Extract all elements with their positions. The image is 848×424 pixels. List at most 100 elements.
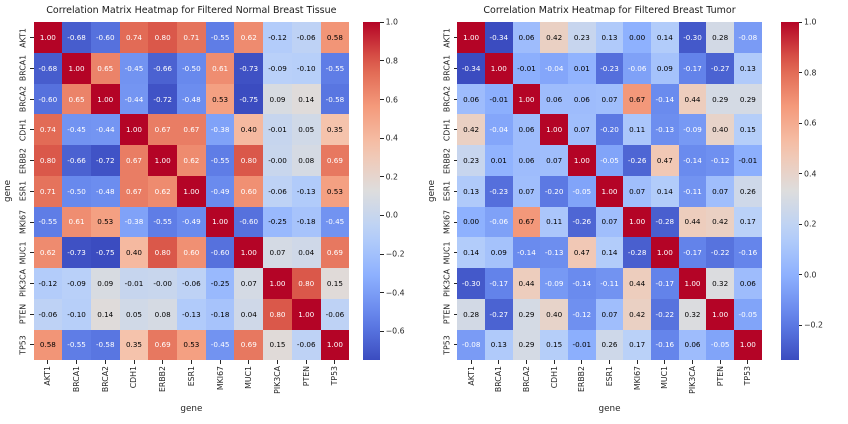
heatmap-cell: -0.38	[205, 114, 235, 146]
y-tick-label: PIK3CA	[18, 269, 28, 298]
heatmap-cell: -0.00	[263, 145, 292, 176]
y-tick-label: TP53	[442, 335, 452, 355]
heatmap-cell: -0.13	[291, 175, 321, 207]
heatmap-cell: -0.06	[263, 175, 292, 207]
heatmap-cell: 0.71	[177, 22, 206, 54]
heatmap-cell: -0.11	[678, 175, 707, 207]
colorbar-tick-mark	[380, 99, 384, 100]
heatmap-cell: 0.32	[678, 298, 707, 330]
colorbar-tick-label: −0.6	[385, 326, 405, 336]
heatmap-cell: 0.42	[457, 114, 485, 146]
heatmap-cell: -0.75	[234, 83, 264, 115]
heatmap-cell: 0.47	[567, 237, 596, 269]
heatmap-cell: 1.00	[62, 53, 91, 84]
heatmap-cell: 0.23	[567, 22, 596, 54]
heatmap-cell: 0.14	[651, 175, 679, 207]
heatmap-cell: 1.00	[205, 206, 235, 238]
heatmap-cell: -0.05	[595, 145, 624, 176]
heatmap-cell: 0.42	[623, 298, 651, 330]
heatmap-cell: 0.29	[734, 83, 762, 115]
heatmap-cell: -0.38	[119, 206, 149, 238]
heatmap-cell: 0.26	[595, 329, 624, 361]
colorbar-tick-label: 1.0	[385, 17, 398, 27]
heatmap-cell: -0.06	[33, 298, 63, 330]
y-tick-mark	[30, 190, 34, 192]
x-tick-label: PIK3CA	[688, 366, 698, 395]
heatmap-grid: 1.00 -0.68 -0.60 0.74 0.80 0.71 -0.55 0.62 -0.12…	[33, 22, 350, 361]
heatmap-cell: 0.80	[148, 22, 178, 54]
heatmap-cell: -0.12	[567, 298, 596, 330]
heatmap-cell: -0.28	[623, 237, 651, 269]
heatmap-cell: 0.58	[33, 329, 63, 361]
heatmap-cell: 0.23	[457, 145, 485, 176]
x-tick-label: PTEN	[301, 366, 311, 387]
heatmap-cell: 0.69	[320, 237, 350, 269]
x-axis-label: gene	[598, 403, 621, 414]
y-tick-mark	[30, 313, 34, 315]
x-tick-label: AKT1	[43, 366, 53, 386]
x-tick-mark	[133, 360, 135, 364]
x-tick-mark	[747, 360, 749, 364]
colorbar-tick-mark	[798, 21, 802, 23]
heatmap-cell: 1.00	[540, 114, 568, 146]
heatmap-cell: 0.13	[734, 53, 762, 84]
x-tick-label: ESR1	[605, 366, 614, 387]
colorbar-tick-label: 0.2	[804, 219, 817, 229]
colorbar-tick-label: −0.2	[804, 320, 823, 330]
heatmap-cell: -0.20	[540, 175, 568, 207]
y-tick-mark	[30, 344, 34, 346]
y-axis-label: gene	[2, 180, 13, 203]
colorbar-tick-mark	[798, 122, 802, 124]
heatmap-cell: -0.00	[148, 268, 178, 299]
heatmap-cell: 1.00	[320, 329, 350, 361]
y-tick-label: ESR1	[18, 181, 28, 202]
heatmap-cell: -0.06	[623, 53, 651, 84]
x-tick-mark	[719, 360, 721, 364]
heatmap-cell: -0.55	[205, 145, 235, 176]
heatmap-cell: -0.72	[90, 145, 120, 176]
y-tick-label: BRCA2	[442, 86, 452, 113]
colorbar-tick-label: 0.4	[385, 133, 398, 143]
heatmap-cell: 0.80	[291, 268, 321, 299]
heatmap-cell: 0.65	[62, 83, 91, 115]
colorbar-tick-label: 0.4	[804, 169, 817, 179]
colorbar-tick-label: 0.0	[804, 270, 817, 280]
heatmap-cell: 0.62	[234, 22, 264, 54]
heatmap-cell: 0.74	[33, 114, 63, 146]
heatmap-cell: -0.18	[291, 206, 321, 238]
heatmap-cell: -0.45	[320, 206, 350, 238]
heatmap-cell: -0.09	[62, 268, 91, 299]
x-tick-mark	[47, 360, 49, 364]
heatmap-cell: -0.06	[291, 22, 321, 54]
heatmap-cell: 0.14	[595, 237, 624, 269]
heatmap-cell: -0.05	[734, 298, 762, 330]
heatmap-cell: 1.00	[457, 22, 485, 54]
y-tick-label: MUC1	[442, 241, 452, 265]
heatmap-cell: 0.32	[706, 268, 735, 299]
heatmap-cell: 1.00	[234, 237, 264, 269]
y-tick-mark	[453, 190, 458, 192]
heatmap-cell: -0.09	[263, 53, 292, 84]
x-tick-mark	[692, 360, 693, 364]
heatmap-cell: 1.00	[512, 83, 541, 115]
heatmap-cell: -0.25	[205, 268, 235, 299]
heatmap-cell: -0.01	[512, 53, 541, 84]
heatmap-cell: 0.29	[706, 83, 735, 115]
heatmap-cell: 0.00	[623, 22, 651, 54]
y-tick-mark	[453, 344, 458, 346]
y-tick-label: MKI67	[18, 209, 28, 235]
x-tick-label: BRCA2	[521, 366, 531, 393]
x-tick-mark	[636, 360, 638, 364]
heatmap-cell: -0.28	[651, 206, 679, 238]
heatmap-cell: -0.01	[567, 329, 596, 361]
heatmap-cell: -0.08	[734, 22, 762, 54]
heatmap-cell: -0.08	[457, 329, 485, 361]
heatmap-cell: 0.06	[512, 22, 541, 54]
x-tick-label: PTEN	[715, 366, 725, 387]
y-tick-mark	[30, 98, 34, 100]
y-tick-mark	[453, 252, 458, 254]
y-tick-label: PTEN	[18, 304, 28, 325]
heatmap-cell: 0.07	[623, 175, 651, 207]
heatmap-grid: 1.00 -0.34 0.06 0.42 0.23 0.13 0.00 0.14 -0.30 0.…	[457, 22, 762, 361]
x-tick-mark	[162, 360, 164, 364]
